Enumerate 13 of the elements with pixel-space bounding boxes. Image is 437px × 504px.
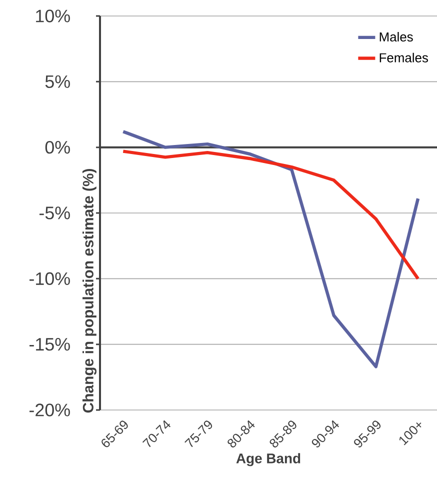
y-tick-label: 5% <box>45 75 70 88</box>
y-tick-label: 10% <box>36 10 70 22</box>
legend-label: Males <box>380 32 413 42</box>
y-tick-label: -10% <box>30 272 70 286</box>
y-tick-label: -5% <box>39 206 70 220</box>
y-tick-label: 0% <box>45 140 70 154</box>
y-tick-label: -20% <box>30 404 70 416</box>
x-axis-title: Age Band <box>236 453 300 466</box>
line-series <box>122 150 420 280</box>
y-axis-title: Change in population estimate (%) <box>82 168 96 413</box>
line-series <box>122 130 420 368</box>
legend-label: Females <box>380 52 428 62</box>
y-tick-label: -15% <box>30 338 70 351</box>
